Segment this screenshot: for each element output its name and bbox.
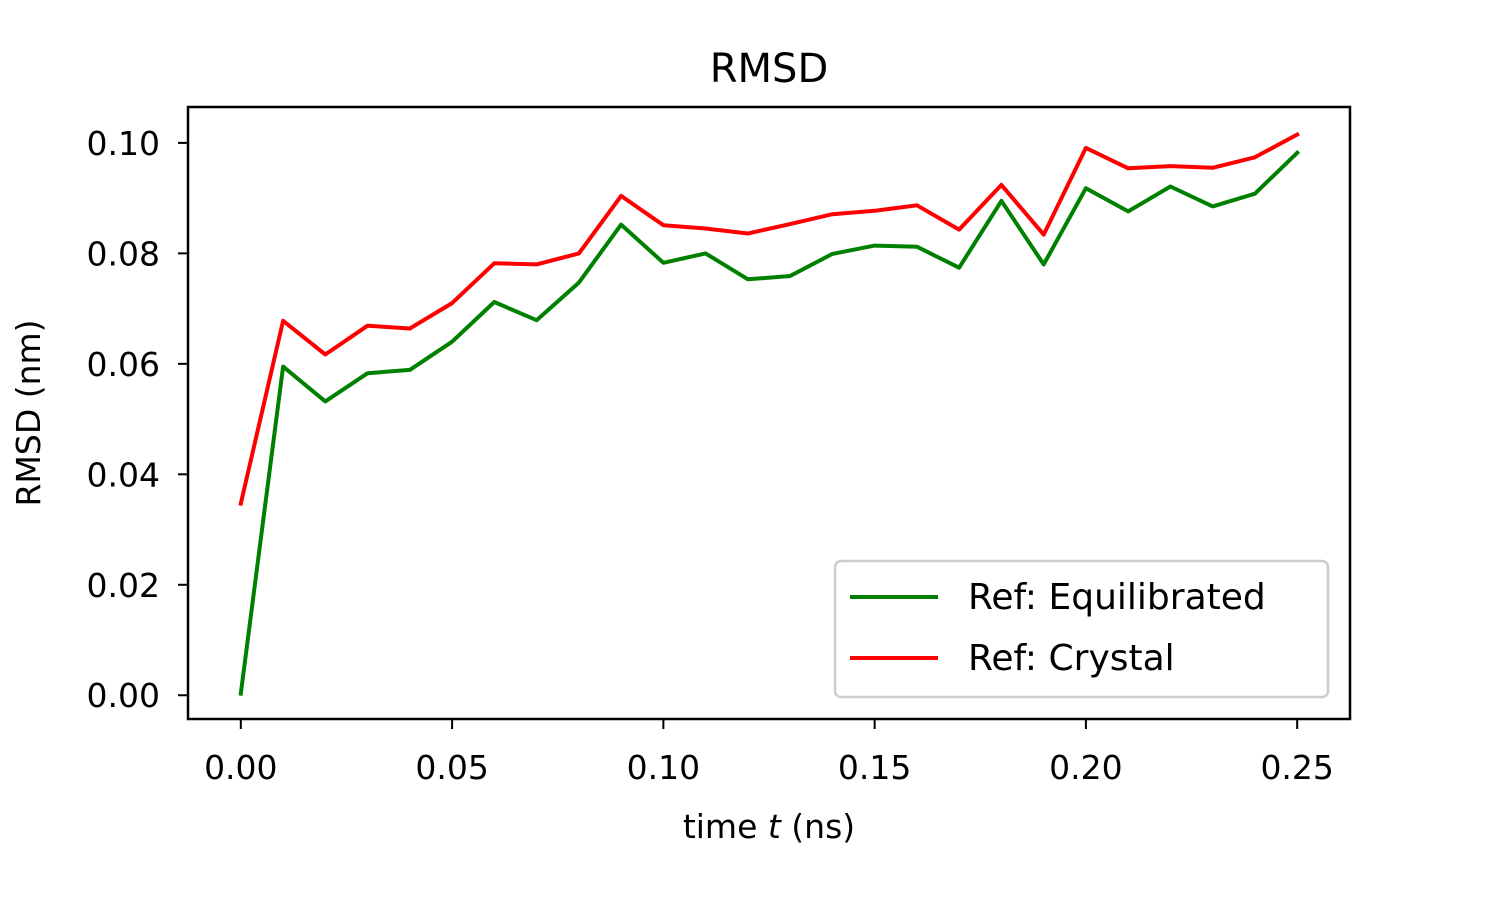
x-tick-label-1: 0.05	[415, 748, 488, 787]
legend: Ref: Equilibrated Ref: Crystal	[833, 559, 1330, 699]
plot-frame	[186, 105, 1352, 721]
series-line-ref-crystal	[238, 131, 1300, 506]
x-axis: 0.00 0.05 0.10 0.15 0.20 0.25	[204, 719, 1334, 787]
y-tick-label-5: 0.10	[87, 124, 160, 163]
series-layer	[238, 131, 1301, 696]
y-tick-label-1: 0.02	[87, 566, 160, 605]
x-tick-label-2: 0.10	[627, 748, 700, 787]
x-tick-label-5: 0.25	[1260, 748, 1333, 787]
x-axis-label-prefix: time	[683, 807, 768, 846]
legend-label-equilibrated: Ref: Equilibrated	[968, 577, 1266, 618]
legend-box	[833, 559, 1330, 699]
x-tick-label-4: 0.20	[1049, 748, 1122, 787]
y-axis: 0.00 0.02 0.04 0.06 0.08 0.10	[87, 124, 188, 715]
y-tick-label-3: 0.06	[87, 345, 160, 384]
legend-label-crystal: Ref: Crystal	[968, 638, 1175, 679]
x-tick-label-3: 0.15	[838, 748, 911, 787]
chart-title: RMSD	[710, 46, 829, 92]
series-line-ref-equilibrated	[238, 149, 1301, 696]
y-axis-label: RMSD (nm)	[9, 319, 48, 506]
x-axis-label-variable: t	[768, 807, 782, 846]
y-tick-label-2: 0.04	[87, 455, 160, 494]
y-tick-label-4: 0.08	[87, 234, 160, 273]
x-axis-label-unit: (ns)	[781, 807, 855, 846]
x-tick-label-0: 0.00	[204, 748, 277, 787]
x-axis-label: time t (ns)	[683, 807, 855, 846]
y-tick-label-0: 0.00	[87, 676, 160, 715]
